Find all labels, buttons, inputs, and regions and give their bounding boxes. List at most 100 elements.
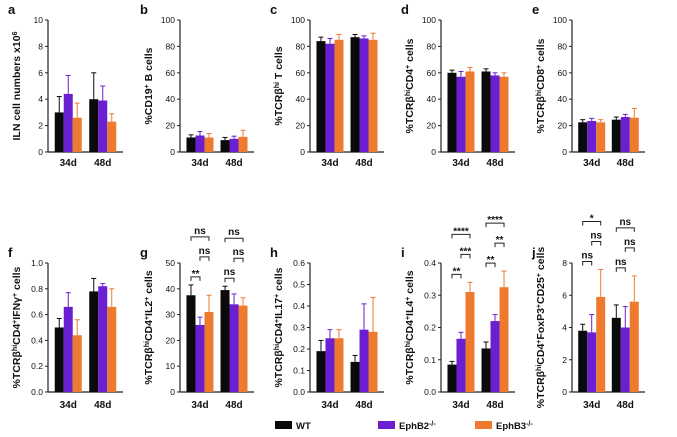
y-axis-label-h: %TCRβhiCD4+IL17+ cells xyxy=(273,267,285,387)
bar-EphB3-34d xyxy=(596,296,606,392)
y-tick-label: 60 xyxy=(427,68,437,78)
significance-bracket xyxy=(451,233,471,239)
significance-bracket xyxy=(582,220,602,226)
category-label: 48d xyxy=(94,400,111,411)
significance-bracket xyxy=(460,253,471,259)
y-tick-label: 1.0 xyxy=(31,258,43,268)
y-tick-label: 0 xyxy=(300,147,305,157)
y-tick-label: 0.1 xyxy=(293,366,305,376)
bar-WT-48d xyxy=(611,119,621,152)
y-tick-label: 0.0 xyxy=(31,387,43,397)
bar-EphB3-48d xyxy=(629,301,639,392)
panel-letter-e: e xyxy=(532,2,539,17)
category-label: 34d xyxy=(191,400,208,411)
bar-WT-48d xyxy=(350,361,360,392)
bar-WT-34d xyxy=(447,364,457,392)
bar-EphB3-34d xyxy=(204,312,214,392)
bar-WT-34d xyxy=(186,295,196,392)
y-tick-label: 100 xyxy=(161,15,175,25)
bar-EphB3-34d xyxy=(334,39,344,152)
y-axis-label-b: %CD19+ B cells xyxy=(143,47,155,124)
bar-EphB2-48d xyxy=(98,286,108,392)
y-tick-label: 0.0 xyxy=(293,387,305,397)
significance-label: ns xyxy=(194,226,206,237)
y-tick-label: 10 xyxy=(34,15,44,25)
y-tick-label: 0 xyxy=(170,387,175,397)
significance-label: *** xyxy=(460,246,472,257)
y-tick-label: 2 xyxy=(562,355,567,365)
significance-label: ns xyxy=(199,246,211,257)
bar-WT-34d xyxy=(54,327,64,392)
category-label: 48d xyxy=(225,158,242,169)
bar-EphB3-34d xyxy=(334,338,344,392)
y-axis-label-d: %TCRβhiCD4+ cells xyxy=(404,38,416,133)
y-tick-label: 4 xyxy=(562,323,567,333)
bar-EphB2-48d xyxy=(490,75,500,152)
y-tick-label: 40 xyxy=(166,284,176,294)
panel-e: e 0 20 40 60 80 100 %TCRβhiCD8+ cells 34d 48d xyxy=(532,2,645,169)
bar-EphB3-48d xyxy=(368,39,378,152)
bar-EphB2-48d xyxy=(620,327,630,392)
y-tick-label: 60 xyxy=(166,68,176,78)
y-axis-label-c: %TCRβhi T cells xyxy=(273,46,285,125)
bar-EphB3-34d xyxy=(596,122,606,152)
y-tick-label: 6 xyxy=(38,68,43,78)
y-tick-label: 0.2 xyxy=(293,344,305,354)
y-tick-label: 0.3 xyxy=(293,323,305,333)
significance-label: **** xyxy=(487,215,503,226)
category-label: 34d xyxy=(60,400,77,411)
significance-bracket xyxy=(190,276,201,281)
bar-EphB3-34d xyxy=(72,117,82,152)
category-label: 48d xyxy=(94,158,111,169)
y-tick-label: 0.6 xyxy=(293,258,305,268)
y-tick-label: 100 xyxy=(422,15,436,25)
y-tick-label: 20 xyxy=(558,121,568,131)
bar-EphB3-48d xyxy=(238,136,248,152)
panel-a: a 0 2 4 6 8 10 ILN cell numbers x106 34d 48d xyxy=(8,2,123,169)
significance-label: ns xyxy=(615,257,627,268)
significance-bracket xyxy=(451,273,462,279)
category-label: 34d xyxy=(60,158,77,169)
panel-letter-i: i xyxy=(401,245,405,260)
significance-label: ns xyxy=(224,267,236,278)
y-tick-label: 4 xyxy=(38,94,43,104)
y-axis-label-a: ILN cell numbers x106 xyxy=(11,31,23,140)
category-label: 34d xyxy=(321,158,338,169)
significance-label: ** xyxy=(496,235,504,246)
significance-label: **** xyxy=(453,226,469,237)
panel-letter-c: c xyxy=(270,2,277,17)
significance-bracket xyxy=(190,236,210,241)
bar-EphB2-34d xyxy=(587,332,597,392)
bar-WT-48d xyxy=(220,290,230,392)
y-tick-label: 0 xyxy=(431,147,436,157)
significance-bracket xyxy=(615,267,626,272)
y-tick-label: 20 xyxy=(427,121,437,131)
y-tick-label: 0.2 xyxy=(31,361,43,371)
bar-WT-34d xyxy=(186,137,196,152)
bar-WT-48d xyxy=(350,37,360,152)
y-tick-label: 0.4 xyxy=(293,301,305,311)
panel-g: g 0 10 20 30 40 50 %TCRβhiCD4+IL2+ cells 34d 48d *… xyxy=(140,226,254,411)
bar-WT-48d xyxy=(611,317,621,392)
significance-label: ns xyxy=(624,237,636,248)
category-label: 34d xyxy=(452,400,469,411)
y-tick-label: 8 xyxy=(38,41,43,51)
significance-bracket xyxy=(224,237,244,243)
bar-EphB3-48d xyxy=(368,331,378,392)
y-axis-label-e: %TCRβhiCD8+ cells xyxy=(535,38,547,133)
bar-EphB3-48d xyxy=(107,306,117,392)
y-axis-label-g: %TCRβhiCD4+IL2+ cells xyxy=(143,270,155,384)
bar-WT-34d xyxy=(447,72,457,152)
bar-EphB3-48d xyxy=(499,76,509,152)
y-tick-label: 40 xyxy=(296,94,306,104)
y-axis-label-f: %TCRβhiCD4+IFNγ+ cells xyxy=(11,266,23,388)
bar-WT-34d xyxy=(316,351,326,392)
y-tick-label: 100 xyxy=(291,15,305,25)
category-label: 34d xyxy=(321,400,338,411)
bar-EphB2-48d xyxy=(620,117,630,152)
y-tick-label: 10 xyxy=(166,361,176,371)
panel-h: h 0.0 0.1 0.2 0.3 0.4 0.5 0.6 %TCRβhiCD4+IL17+ c… xyxy=(270,245,384,411)
legend-swatch-EphB3 xyxy=(475,421,492,429)
significance-label: ** xyxy=(192,269,200,280)
